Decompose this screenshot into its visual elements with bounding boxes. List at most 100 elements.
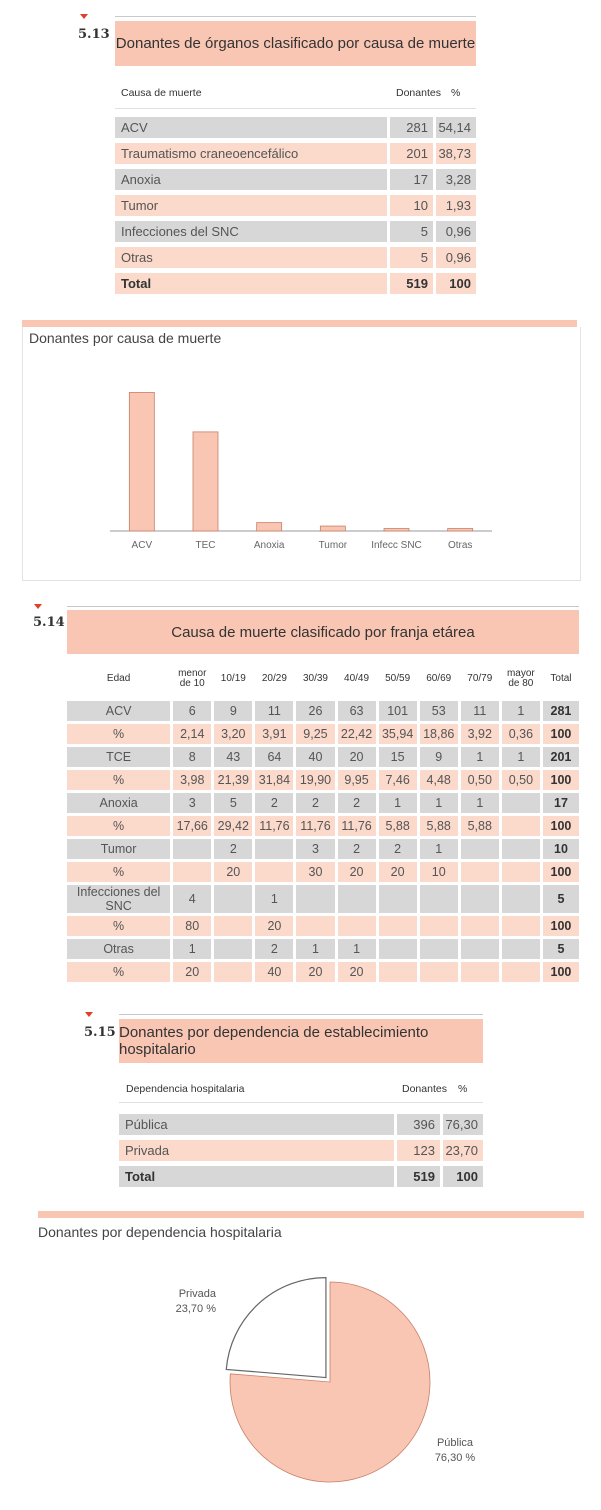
column-header-dependency: Dependencia hospitalaria [126, 1083, 245, 1095]
table-cell [501, 862, 540, 882]
table-cell: 35,94 [378, 724, 417, 744]
table-cell [296, 916, 335, 936]
bar [447, 528, 474, 532]
x-tick-label: Tumor [319, 540, 348, 551]
row-label: Pública [119, 1114, 394, 1135]
row-label: % [67, 916, 171, 936]
table-cell [460, 962, 499, 982]
table-cell: 1 [501, 747, 540, 767]
row-label: Anoxia [115, 169, 387, 190]
table-cell: 17 [542, 793, 579, 813]
slice-value-label: 23,70 % [176, 1303, 217, 1315]
table-cell: 80 [173, 916, 212, 936]
row-donors: 519 [397, 1166, 440, 1187]
table-row: TCE 8 43 64 40 20 15 9 1 1 201 [67, 747, 579, 767]
table-cell: 5 [542, 939, 579, 959]
bar-chart-frame [22, 327, 581, 581]
pie-slice [229, 1281, 431, 1483]
row-label: % [67, 862, 171, 882]
table-cell: 2,14 [173, 724, 212, 744]
row-label: Infecciones del SNC [67, 885, 171, 913]
section-number: 5.13 [78, 27, 110, 42]
column-header-cause: Causa de muerte [121, 87, 202, 99]
bar [128, 392, 155, 532]
table-cell: 11 [460, 701, 499, 721]
table-cell: 3 [173, 793, 212, 813]
table-cell: 20 [337, 747, 376, 767]
table-cell: 29,42 [214, 816, 253, 836]
table-cell [255, 862, 294, 882]
chart-top-band [22, 320, 577, 327]
table-cell: 1 [378, 793, 417, 813]
table-cell: 63 [337, 701, 376, 721]
row-pct: 0,96 [436, 221, 476, 242]
table-cell: 4,48 [419, 770, 458, 790]
column-header: 70/79 [467, 673, 493, 684]
table-cell: 1 [460, 793, 499, 813]
table-cell [214, 939, 253, 959]
table-cell [460, 862, 499, 882]
table-row: Otras 1 2 1 1 5 [67, 939, 579, 959]
table-cell: 3,91 [255, 724, 294, 744]
table-cell: 18,86 [419, 724, 458, 744]
row-label: Otras [115, 247, 387, 268]
table-cell [460, 885, 499, 913]
table-top-rule [119, 1014, 483, 1015]
table-cell [378, 962, 417, 982]
row-pct: 76,30 [443, 1114, 483, 1135]
table-row: % 2,14 3,20 3,91 9,25 22,42 35,94 18,86 3,92 0,36… [67, 724, 579, 744]
row-donors: 5 [390, 221, 433, 242]
table-cell: 1 [501, 701, 540, 721]
table-cell: 100 [542, 770, 579, 790]
table-cell [419, 885, 458, 913]
table-row: Anoxia 3 5 2 2 2 1 1 1 17 [67, 793, 579, 813]
row-pct: 100 [443, 1166, 483, 1187]
table-cell: 3,20 [214, 724, 253, 744]
table-title: Donantes de órganos clasificado por caus… [115, 21, 476, 66]
column-header: Edad [106, 673, 131, 684]
x-tick-label: Otras [448, 540, 472, 551]
table-cell: 5 [214, 793, 253, 813]
table-cell: 1 [255, 885, 294, 913]
table-cell: 9 [419, 747, 458, 767]
table-cell: 100 [542, 962, 579, 982]
table-cell: 1 [419, 793, 458, 813]
table-cell: 10 [542, 839, 579, 859]
table-cell: 53 [419, 701, 458, 721]
table-cell [501, 839, 540, 859]
table-cell: 5,88 [378, 816, 417, 836]
table-top-rule [115, 16, 476, 17]
table-title: Donantes por dependencia de establecimie… [119, 1019, 483, 1063]
column-header: Total [550, 673, 572, 684]
table-cell: 2 [214, 839, 253, 859]
row-label: Total [119, 1166, 394, 1187]
row-pct: 3,28 [436, 169, 476, 190]
slice-label: Privada [179, 1288, 217, 1300]
table-cell: 281 [542, 701, 579, 721]
row-pct: 100 [436, 273, 476, 294]
table-cell: 5,88 [419, 816, 458, 836]
table-cell: 2 [378, 839, 417, 859]
chart-title: Donantes por dependencia hospitalaria [38, 1224, 282, 1240]
section-number: 5.15 [84, 1025, 116, 1040]
column-header: 10/19 [220, 673, 246, 684]
row-donors: 17 [390, 169, 433, 190]
bar [319, 525, 346, 532]
table-cell: 30 [296, 862, 335, 882]
row-pct: 0,96 [436, 247, 476, 268]
row-label: % [67, 770, 171, 790]
column-header: 60/69 [426, 673, 452, 684]
table-row: % 20 40 20 20 100 [67, 962, 579, 982]
row-pct: 23,70 [443, 1140, 483, 1161]
table-cell: 26 [296, 701, 335, 721]
table-cell: 3,98 [173, 770, 212, 790]
table-cell: 3,92 [460, 724, 499, 744]
row-label: Traumatismo craneoencefálico [115, 143, 387, 164]
row-label: Anoxia [67, 793, 171, 813]
row-donors: 281 [390, 117, 433, 138]
table-cell: 11,76 [296, 816, 335, 836]
x-tick-label: Infecc SNC [371, 540, 422, 551]
table-cell: 5,88 [460, 816, 499, 836]
row-label: ACV [115, 117, 387, 138]
table-cell: 20 [296, 962, 335, 982]
